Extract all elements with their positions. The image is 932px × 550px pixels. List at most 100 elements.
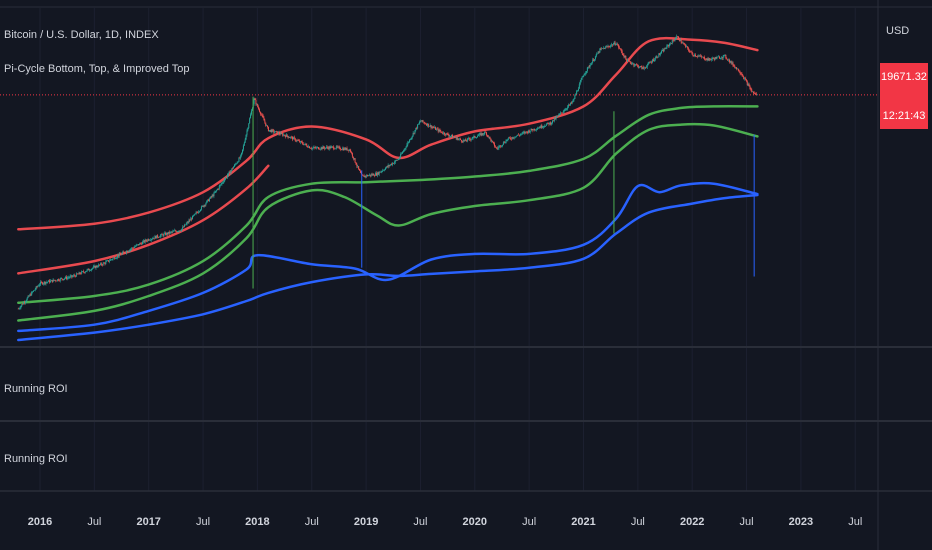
candle (685, 43, 687, 49)
candle (116, 253, 118, 260)
candle (366, 174, 368, 178)
candle (322, 145, 324, 149)
candle (565, 107, 567, 111)
x-tick-label: 2017 (136, 516, 160, 528)
candle (737, 68, 739, 72)
candle (489, 136, 491, 140)
candle (439, 128, 441, 133)
candle (710, 58, 712, 61)
candle (525, 131, 527, 134)
candle (711, 57, 713, 62)
candle (45, 282, 47, 286)
candle (584, 72, 586, 76)
candle (246, 128, 248, 137)
candle (132, 247, 134, 250)
candle (258, 105, 260, 111)
candle (54, 280, 56, 282)
candle (404, 147, 406, 151)
candle (434, 126, 436, 130)
candle (745, 78, 747, 83)
candle (487, 135, 489, 138)
pane-label-running-roi[interactable]: Running ROI (4, 383, 68, 395)
candle (475, 136, 477, 139)
candle (363, 173, 365, 177)
candle (594, 58, 596, 62)
candle (208, 198, 210, 202)
candle (207, 199, 209, 203)
candle (266, 124, 268, 127)
candle (716, 55, 718, 60)
candle (669, 42, 671, 46)
candle (32, 290, 34, 294)
candle (468, 136, 470, 140)
candle (191, 215, 193, 220)
candle (140, 242, 142, 245)
candle (392, 161, 394, 167)
candle (547, 122, 549, 125)
x-axis[interactable]: 2016 Jul 2017 Jul 2018 Jul 2019 Jul 2020 Jul 2021 J… (28, 516, 863, 528)
candle (251, 107, 253, 111)
candle (644, 66, 646, 70)
candle (560, 112, 562, 115)
candle (41, 281, 43, 285)
candle (66, 275, 68, 281)
candle (280, 131, 282, 135)
candle (292, 136, 294, 140)
candle (440, 129, 442, 134)
candle (284, 134, 286, 139)
candle (185, 222, 187, 226)
candle (315, 145, 317, 149)
currency-label[interactable]: USD (886, 25, 909, 37)
candle (57, 278, 59, 282)
candle (186, 220, 188, 226)
candle (362, 175, 364, 177)
candle (647, 61, 649, 66)
symbol-title[interactable]: Bitcoin / U.S. Dollar, 1D, INDEX (4, 29, 159, 41)
candle (403, 148, 405, 152)
candle (283, 133, 285, 137)
indicator-title[interactable]: Pi-Cycle Bottom, Top, & Improved Top (4, 63, 189, 75)
candle (341, 148, 343, 151)
candle (515, 136, 517, 138)
candle (342, 146, 344, 151)
candle (485, 131, 487, 137)
candle (650, 60, 652, 63)
candle (457, 137, 459, 141)
candle (368, 173, 370, 177)
candle (237, 161, 239, 163)
candle (97, 265, 99, 269)
candle (744, 77, 746, 81)
candle (56, 280, 58, 282)
candle (472, 136, 474, 141)
candle (231, 168, 233, 172)
candle (210, 195, 212, 199)
candle (64, 277, 66, 280)
candle (739, 70, 741, 76)
candle (234, 162, 236, 166)
candle (644, 66, 646, 71)
candle (70, 274, 72, 278)
candle (42, 282, 44, 286)
pane-label-running-roi[interactable]: Running ROI (4, 453, 68, 465)
candle (173, 229, 175, 232)
candle (305, 143, 307, 146)
candle (174, 228, 176, 232)
candle (575, 93, 577, 96)
candle (302, 142, 304, 146)
candle (131, 247, 133, 251)
candle (497, 146, 499, 151)
candle (526, 131, 528, 134)
candle (712, 57, 714, 59)
candle (284, 134, 286, 137)
candle (259, 111, 261, 116)
candle (141, 240, 143, 245)
candle (129, 248, 131, 253)
candle (399, 156, 401, 160)
candle (189, 218, 191, 222)
candle (432, 125, 434, 130)
candle (248, 123, 250, 129)
candle (133, 246, 135, 249)
candle (622, 53, 624, 57)
candle (611, 44, 613, 47)
